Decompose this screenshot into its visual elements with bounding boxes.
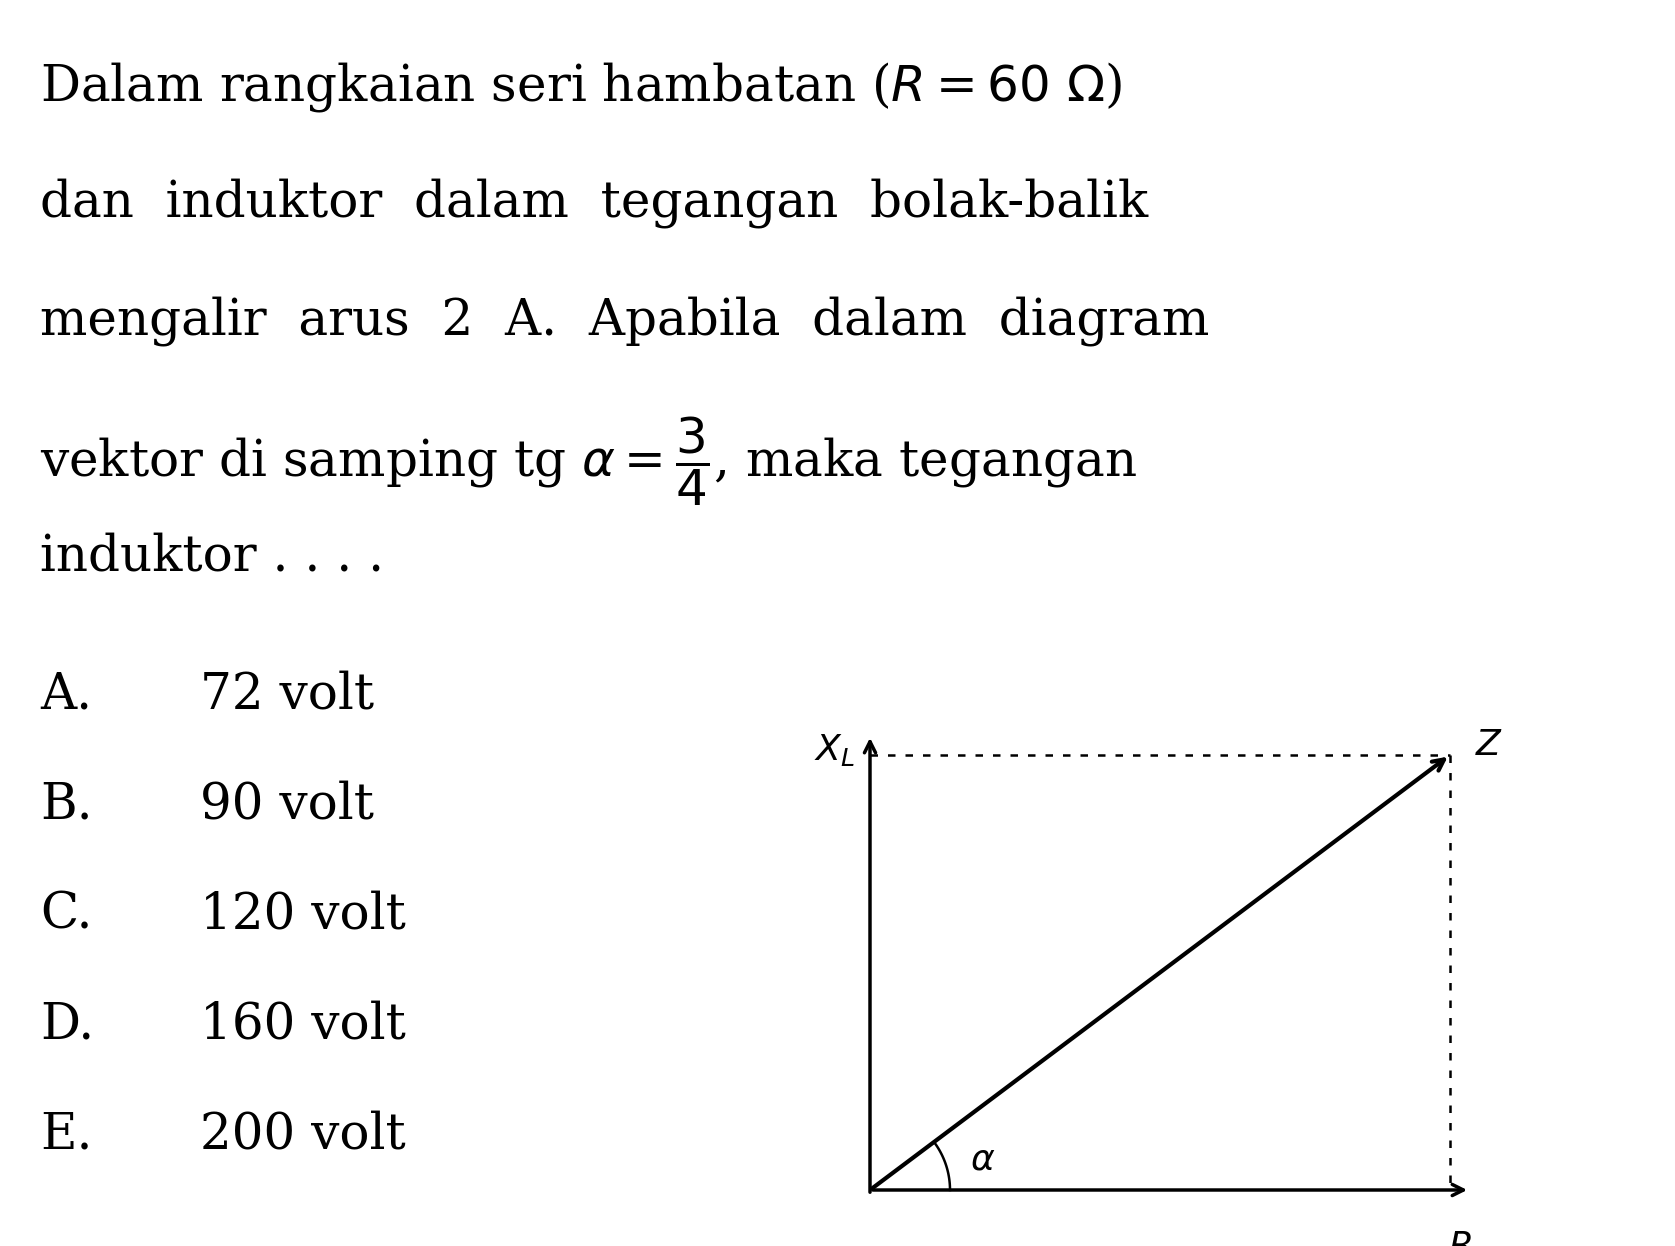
Text: 120 volt: 120 volt xyxy=(199,890,405,939)
Text: 160 volt: 160 volt xyxy=(199,1001,405,1049)
Text: $Z$: $Z$ xyxy=(1476,728,1502,763)
Text: 200 volt: 200 volt xyxy=(199,1110,405,1160)
Text: A.: A. xyxy=(40,670,92,719)
Text: $\alpha$: $\alpha$ xyxy=(970,1143,995,1177)
Text: $X_L$: $X_L$ xyxy=(814,731,854,768)
Text: 90 volt: 90 volt xyxy=(199,780,374,830)
Text: Dalam rangkaian seri hambatan ($R = 60\ \Omega$): Dalam rangkaian seri hambatan ($R = 60\ … xyxy=(40,60,1122,113)
Text: C.: C. xyxy=(40,890,92,939)
Text: induktor . . . .: induktor . . . . xyxy=(40,532,384,582)
Text: B.: B. xyxy=(40,780,92,830)
Text: mengalir  arus  2  A.  Apabila  dalam  diagram: mengalir arus 2 A. Apabila dalam diagram xyxy=(40,297,1209,346)
Text: vektor di samping tg $\alpha = \dfrac{3}{4}$, maka tegangan: vektor di samping tg $\alpha = \dfrac{3}… xyxy=(40,414,1137,507)
Text: 72 volt: 72 volt xyxy=(199,670,374,719)
Text: dan  induktor  dalam  tegangan  bolak-balik: dan induktor dalam tegangan bolak-balik xyxy=(40,178,1147,228)
Text: D.: D. xyxy=(40,1001,94,1049)
Text: $R$: $R$ xyxy=(1449,1230,1472,1246)
Text: E.: E. xyxy=(40,1110,92,1160)
